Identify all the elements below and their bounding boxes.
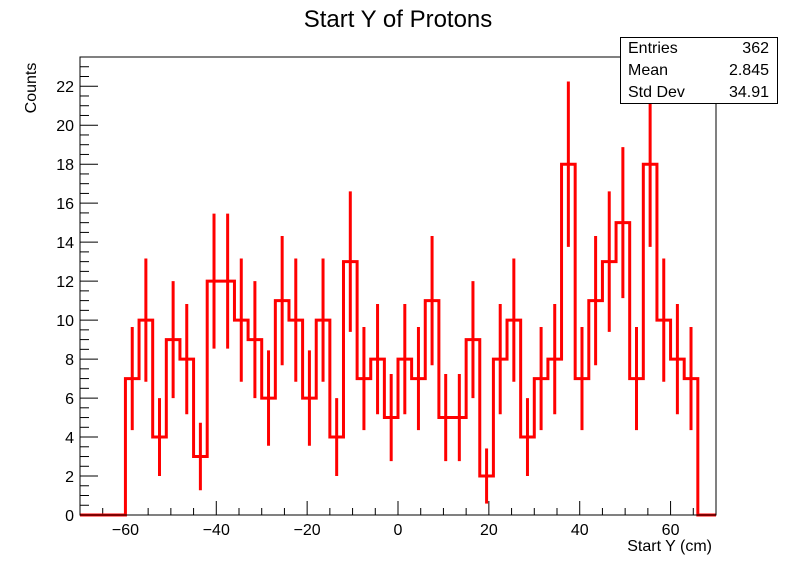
- x-tick-label: 0: [394, 522, 403, 539]
- y-tick-label: 20: [56, 118, 74, 135]
- chart-title: Start Y of Protons: [303, 6, 493, 33]
- error-bars: [130, 81, 693, 504]
- y-tick-label: 8: [65, 352, 74, 369]
- y-tick-label: 22: [56, 79, 74, 96]
- stats-stddev-row: Std Dev 34.91: [628, 82, 769, 104]
- x-tick-label: 60: [662, 522, 680, 539]
- histogram-line: [80, 162, 716, 517]
- y-tick-label: 2: [65, 469, 74, 486]
- y-tick-label: 10: [56, 313, 74, 330]
- stats-entries-label: Entries: [628, 40, 678, 57]
- x-tick-label: 20: [480, 522, 498, 539]
- y-tick-label: 0: [65, 508, 74, 525]
- y-tick-label: 4: [65, 430, 74, 447]
- y-tick-label: 6: [65, 391, 74, 408]
- stats-entries-value: 362: [742, 40, 769, 57]
- stats-mean-label: Mean: [628, 62, 669, 79]
- stats-mean-value: 2.845: [728, 62, 769, 79]
- stats-mean-row: Mean 2.845: [628, 60, 769, 82]
- stats-stddev-label: Std Dev: [628, 84, 685, 101]
- axis-tick-labels: −60 −40 −20 0 20 40 60 0 2 4 6 8 10 12 14 16 18 20 22: [56, 79, 679, 539]
- plot-frame: [79, 56, 717, 516]
- stats-stddev-value: 34.91: [728, 84, 769, 101]
- axis-ticks: [79, 56, 717, 516]
- x-tick-label: 40: [571, 522, 589, 539]
- x-tick-label: −40: [203, 522, 230, 539]
- x-axis-label: Start Y (cm): [627, 538, 712, 555]
- x-tick-label: −20: [294, 522, 321, 539]
- y-tick-label: 16: [56, 196, 74, 213]
- x-tick-label: −60: [112, 522, 139, 539]
- stats-entries-row: Entries 362: [628, 38, 769, 60]
- y-tick-label: 12: [56, 274, 74, 291]
- stats-box: Entries 362 Mean 2.845 Std Dev 34.91: [620, 37, 778, 104]
- y-tick-label: 14: [56, 235, 74, 252]
- y-axis-label: Counts: [23, 62, 40, 114]
- y-tick-label: 18: [56, 157, 74, 174]
